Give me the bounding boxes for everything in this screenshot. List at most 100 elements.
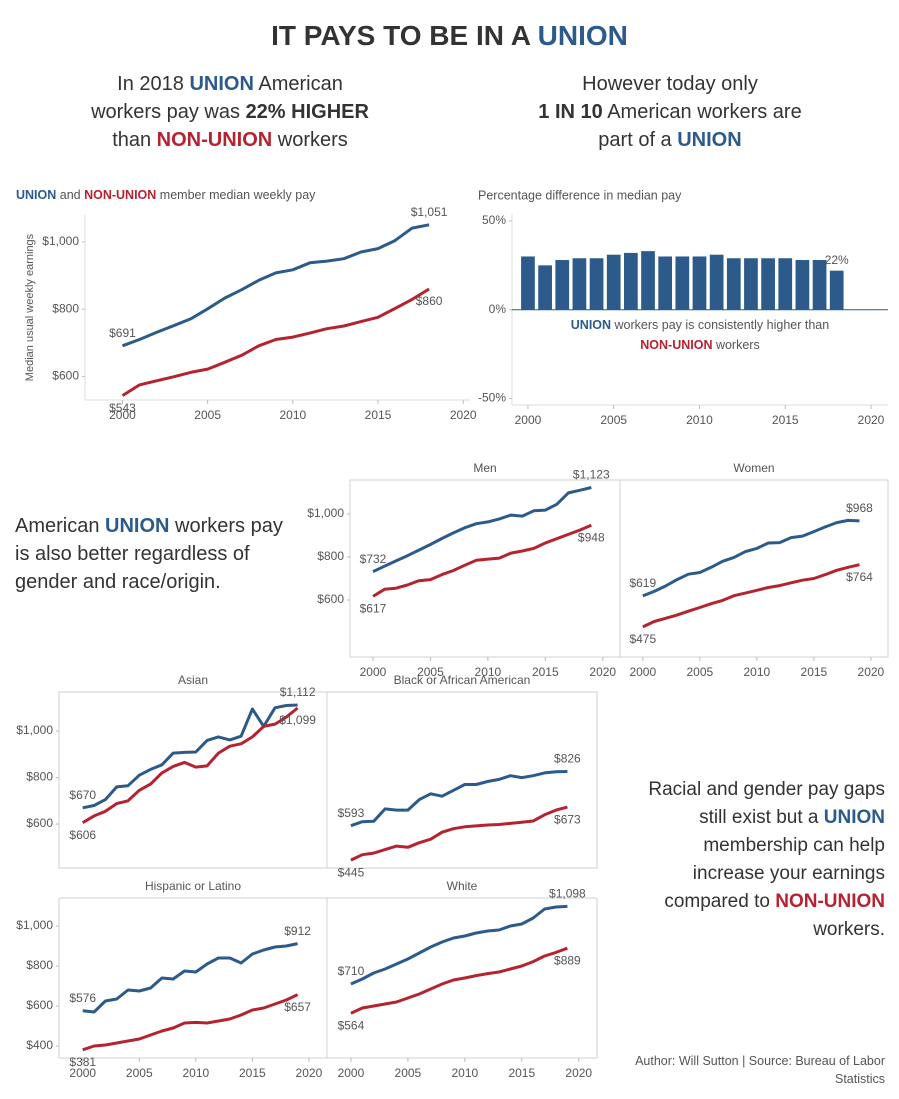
panel-frame [619,479,889,658]
value-label: $691 [109,326,136,340]
text-line: is also better regardless of [15,540,283,568]
series-line [81,706,299,824]
bar [555,260,570,310]
text-segment: American workers are [602,101,802,123]
text-segment: In 2018 [117,73,190,95]
text-segment: workers pay [169,515,283,537]
bar [761,258,775,310]
value-label: $912 [284,924,311,938]
bar [521,256,535,310]
value-label: $381 [69,1055,96,1069]
chart-title: UNION and NON-UNION member median weekly… [16,188,316,202]
value-label: $710 [338,964,365,978]
panel-title: White [447,879,478,893]
panel-frame [326,691,598,869]
series-line [350,770,568,828]
panel-frame [58,897,328,1059]
y-tick-label: $1,000 [307,506,344,520]
text-line: 1 IN 10 American workers are [470,98,870,126]
x-tick-label: 2005 [395,1066,422,1080]
text-segment: However today only [582,73,758,95]
bar [589,258,604,310]
y-tick-label: $600 [52,369,79,383]
text-segment: gender and race/origin. [15,571,221,593]
value-label: $593 [338,806,365,820]
text-line: increase your earnings [648,860,885,888]
value-label: $657 [284,1000,311,1014]
y-tick-label: $800 [26,770,53,784]
value-label: $1,123 [573,468,610,482]
text-segment: workers pay was [91,101,246,123]
value-label: 22% [825,253,849,267]
x-tick-label: 2010 [279,408,306,422]
bar [538,265,552,310]
bar [675,256,690,310]
text-segment: and [56,188,84,202]
series-line [121,287,430,397]
y-tick-label: $1,000 [42,234,79,248]
value-label: $475 [629,632,656,646]
x-tick-label: 2000 [360,665,387,679]
value-label: $617 [360,602,387,616]
series-line [82,942,298,1014]
x-tick-label: 2020 [589,665,616,679]
value-label: $860 [416,294,443,308]
y-tick-label: 0% [489,302,507,316]
x-tick-label: 2010 [743,665,770,679]
text-line: compared to NON-UNION [648,888,885,916]
text-segment: UNION [823,807,885,828]
text-segment: NON-UNION [775,891,885,912]
text-line: still exist but a UNION [648,804,885,832]
text-segment: part of a [598,129,678,151]
bar [606,254,621,310]
panel-frame [349,479,621,658]
text-segment: member median weekly pay [156,188,316,202]
y-tick-label: $1,000 [16,918,53,932]
text-segment: increase your earnings [692,863,885,884]
bar [572,258,587,310]
panel-title: Asian [178,673,208,687]
panel-title: Women [733,461,774,475]
y-tick-label: $600 [317,592,344,606]
y-tick-label: $400 [26,1038,53,1052]
text-line: However today only [470,70,870,98]
series-line [642,563,860,629]
text-segment: UNION [571,318,611,332]
text-segment: workers [712,338,759,352]
text-segment: NON-UNION [640,338,712,352]
x-tick-label: 2020 [450,408,477,422]
headline-right: However today only 1 IN 10 American worke… [470,70,870,154]
x-tick-label: 2010 [451,1066,478,1080]
series-line [372,523,592,598]
side-text: Racial and gender pay gaps still exist bu… [648,776,885,944]
text-segment: membership can help [703,835,885,856]
x-tick-label: 2015 [365,408,392,422]
value-label: $889 [554,953,581,967]
bar [641,251,655,310]
value-label: $1,099 [279,713,316,727]
x-tick-label: 2015 [532,665,559,679]
bar [624,252,638,310]
text-segment: NON-UNION [84,188,156,202]
text-segment: UNION [537,20,628,51]
text-line: workers. [648,916,885,944]
text-segment: Statistics [834,1072,885,1086]
text-segment: workers pay is consistently higher than [611,318,829,332]
annotation: NON-UNION workers [640,338,759,352]
y-tick-label: -50% [478,391,506,405]
text-segment: 1 IN 10 [538,101,603,123]
text-segment: Author: Will Sutton | Source: Bureau of … [635,1054,885,1068]
bar [658,256,673,310]
value-label: $732 [360,552,387,566]
x-tick-label: 2020 [296,1066,323,1080]
text-segment: 22% HIGHER [245,101,369,123]
footer: Author: Will Sutton | Source: Bureau of … [635,1052,885,1088]
text-line: membership can help [648,832,885,860]
panel-frame [326,897,598,1059]
text-line: than NON-UNION workers [30,126,430,154]
annotation: UNION workers pay is consistently higher… [571,318,829,332]
series-line [642,518,860,598]
x-tick-label: 2005 [417,665,444,679]
series-line [350,805,568,862]
